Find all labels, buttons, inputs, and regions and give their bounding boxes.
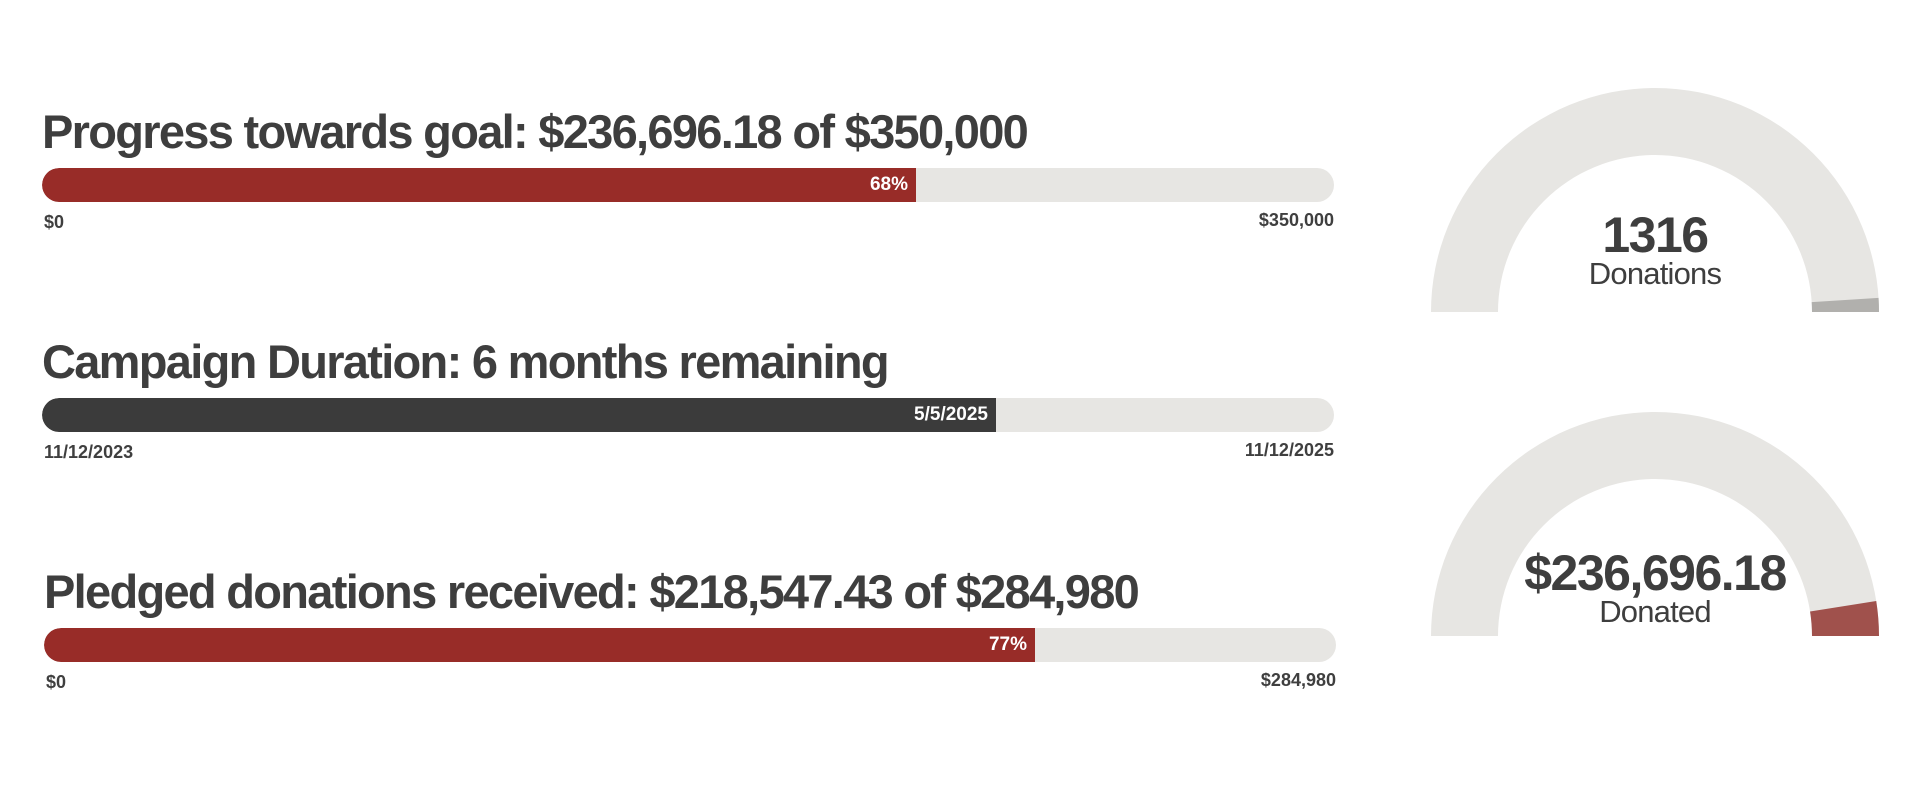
- pledged-donations-title: Pledged donations received: $218,547.43 …: [44, 565, 1140, 618]
- pledged-donations-percent: 77%: [988, 634, 1027, 655]
- campaign-end-date: 11/12/2025: [1244, 440, 1334, 460]
- goal-end-label: $350,000: [1258, 210, 1334, 230]
- donated-amount-gauge: $236,696.18 Donated: [1430, 412, 1880, 642]
- donated-amount-gauge-graphic: [1431, 412, 1879, 636]
- donations-count-value: 1316: [1602, 207, 1709, 263]
- donations-count-label: Donations: [1588, 256, 1722, 291]
- donated-amount-value: $236,696.18: [1524, 545, 1787, 601]
- donated-amount-gauge-track: [1431, 412, 1879, 636]
- goal-progress-fill: [42, 168, 916, 202]
- donations-count-gauge: 1316 Donations: [1430, 88, 1880, 318]
- campaign-duration-title: Campaign Duration: 6 months remaining: [42, 335, 890, 388]
- goal-progress-track: 68%: [42, 168, 1334, 202]
- pledged-donations-track: 77%: [44, 628, 1336, 662]
- goal-start-label: $0: [44, 212, 65, 232]
- donations-count-gauge-graphic: [1431, 88, 1879, 312]
- goal-progress-percent: 68%: [869, 174, 908, 195]
- campaign-duration-fill: [42, 398, 996, 432]
- donated-amount-gauge-fill: [1810, 600, 1879, 636]
- campaign-current-date: 5/5/2025: [914, 404, 988, 425]
- pledged-end-label: $284,980: [1260, 670, 1336, 690]
- donations-count-gauge-fill: [1811, 297, 1879, 312]
- donated-amount-label: Donated: [1599, 594, 1711, 629]
- donations-count-gauge-track: [1431, 88, 1879, 312]
- goal-progress-title: Progress towards goal: $236,696.18 of $3…: [42, 105, 1029, 158]
- campaign-duration-track: 5/5/2025: [42, 398, 1334, 432]
- pledged-start-label: $0: [46, 672, 67, 692]
- campaign-start-date: 11/12/2023: [44, 442, 134, 462]
- pledged-donations-fill: [44, 628, 1035, 662]
